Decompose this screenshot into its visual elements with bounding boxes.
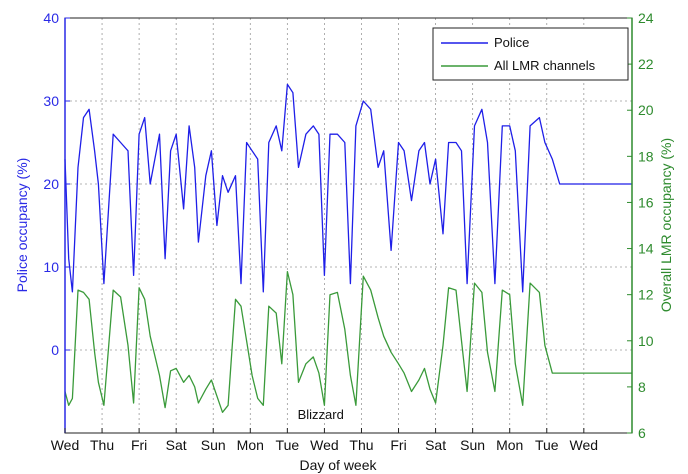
x-axis-title: Day of week [299, 457, 377, 473]
legend: Police All LMR channels [432, 27, 629, 81]
legend-box [432, 27, 629, 81]
series-line-all-lmr [64, 270, 632, 413]
legend-label-all-lmr: All LMR channels [494, 58, 596, 73]
right-y-tick-label: 12 [638, 287, 654, 303]
right-y-tick-label: 8 [638, 379, 646, 395]
series-line-police [64, 83, 632, 293]
blizzard-annotation: Blizzard [298, 407, 344, 422]
left-y-tick-label: 40 [43, 10, 59, 26]
left-y-tick-label: 10 [43, 259, 59, 275]
x-tick-label: Wed [51, 437, 80, 453]
legend-label-police: Police [494, 35, 529, 50]
ticks-layer: Wed Thu Fri Sat Sun Mon Tue Wed Thu Fri Sat Sun Mon T… [43, 10, 653, 453]
left-y-tick-label: 30 [43, 93, 59, 109]
x-tick-label: Tue [535, 437, 559, 453]
right-y-tick-label: 24 [638, 10, 654, 26]
right-y-tick-label: 22 [638, 56, 654, 72]
x-tick-label: Wed [310, 437, 339, 453]
x-tick-label: Thu [349, 437, 373, 453]
x-tick-label: Sat [166, 437, 187, 453]
x-tick-label: Sun [460, 437, 485, 453]
right-y-tick-label: 18 [638, 148, 654, 164]
x-tick-label: Tue [276, 437, 300, 453]
right-y-tick-label: 16 [638, 194, 654, 210]
x-tick-label: Sat [425, 437, 446, 453]
x-tick-label: Mon [237, 437, 264, 453]
right-y-tick-label: 14 [638, 241, 654, 257]
x-tick-label: Fri [131, 437, 147, 453]
series-layer [64, 83, 632, 413]
left-y-tick-label: 0 [51, 342, 59, 358]
x-tick-label: Fri [390, 437, 406, 453]
x-tick-label: Sun [201, 437, 226, 453]
left-axis-title: Police occupancy (%) [14, 158, 30, 293]
right-y-tick-label: 10 [638, 333, 654, 349]
x-tick-label: Thu [90, 437, 114, 453]
right-axis-title: Overall LMR occupancy (%) [658, 138, 674, 312]
right-y-tick-label: 20 [638, 102, 654, 118]
x-tick-label: Mon [496, 437, 523, 453]
left-y-tick-label: 20 [43, 176, 59, 192]
right-y-tick-label: 6 [638, 425, 646, 441]
x-tick-label: Wed [570, 437, 599, 453]
